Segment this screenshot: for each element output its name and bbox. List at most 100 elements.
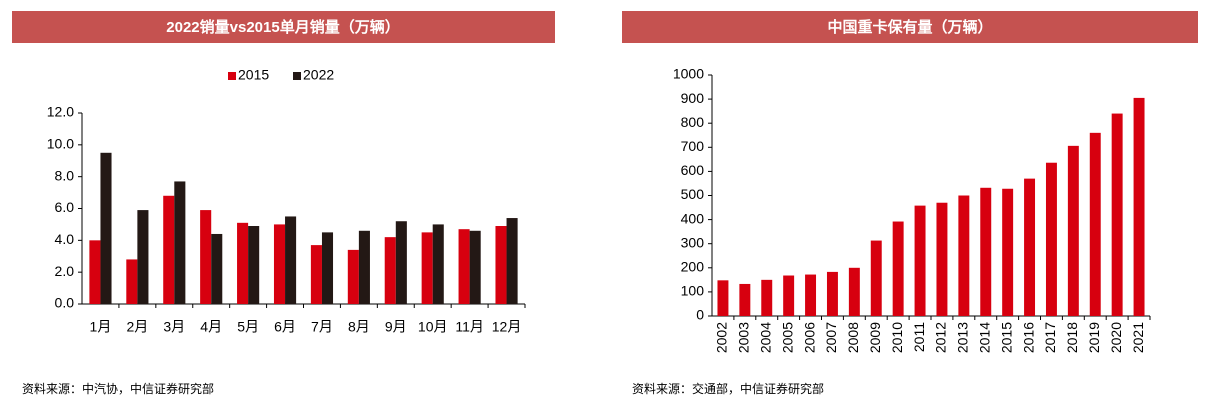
y-tick-label: 12.0 [47, 104, 74, 120]
y-tick-label: 4.0 [55, 231, 75, 247]
x-tick-label: 2010 [889, 322, 905, 353]
bar [783, 275, 795, 316]
x-tick-label: 2016 [1020, 322, 1036, 353]
y-tick-label: 800 [681, 114, 705, 130]
bar [761, 279, 773, 316]
legend-swatch [293, 72, 301, 80]
bar [892, 221, 904, 316]
x-tick-label: 2002 [714, 322, 730, 353]
x-tick-label: 6月 [274, 319, 296, 335]
x-tick-label: 2009 [867, 322, 883, 353]
y-tick-label: 500 [681, 186, 705, 202]
bar [914, 205, 926, 316]
bar [870, 240, 882, 316]
y-tick-label: 6.0 [55, 199, 75, 215]
bar [739, 283, 751, 316]
bar [285, 216, 297, 304]
legend-label: 2015 [238, 67, 269, 83]
bar [126, 259, 138, 304]
x-tick-label: 2013 [955, 322, 971, 353]
bar [137, 210, 149, 304]
x-tick-label: 2005 [779, 322, 795, 353]
bar [174, 181, 186, 304]
x-tick-label: 2017 [1042, 322, 1058, 353]
x-tick-label: 4月 [200, 319, 222, 335]
y-tick-label: 0 [696, 307, 704, 323]
bar [506, 218, 518, 304]
bar [1067, 145, 1079, 316]
x-tick-label: 2015 [998, 322, 1014, 353]
bar [826, 271, 838, 316]
bar [248, 226, 260, 304]
y-tick-label: 600 [681, 162, 705, 178]
y-tick-label: 1000 [673, 66, 704, 82]
bar [805, 274, 817, 316]
bar [469, 230, 481, 304]
source-note: 资料来源：交通部，中信证券研究部 [632, 381, 824, 396]
bar [1024, 178, 1036, 316]
bar [200, 210, 212, 304]
y-tick-label: 900 [681, 90, 705, 106]
legend-swatch [228, 72, 236, 80]
y-tick-label: 100 [681, 283, 705, 299]
x-tick-label: 2020 [1108, 322, 1124, 353]
x-tick-label: 1月 [90, 319, 112, 335]
bar [432, 224, 444, 304]
bar [1002, 188, 1014, 316]
y-tick-label: 300 [681, 234, 705, 250]
bar [347, 249, 359, 304]
bar [980, 187, 992, 316]
bar [1111, 113, 1123, 316]
bar [100, 152, 112, 304]
y-tick-label: 0.0 [55, 295, 75, 311]
x-tick-label: 10月 [418, 319, 448, 335]
bar [1089, 132, 1101, 316]
x-tick-label: 2018 [1064, 322, 1080, 353]
title-bar [12, 11, 555, 43]
bar [321, 232, 334, 304]
x-tick-label: 2月 [126, 319, 148, 335]
x-tick-label: 2007 [823, 322, 839, 353]
x-tick-label: 2008 [845, 322, 861, 353]
bar [384, 237, 396, 304]
bar [717, 280, 729, 316]
x-tick-label: 2014 [976, 322, 992, 353]
x-tick-label: 2006 [801, 322, 817, 353]
bar [421, 232, 433, 304]
chart-title: 中国重卡保有量（万辆） [827, 18, 992, 36]
bar [395, 221, 407, 304]
x-tick-label: 3月 [163, 319, 185, 335]
x-tick-label: 2019 [1086, 322, 1102, 353]
y-tick-label: 2.0 [55, 263, 75, 279]
bar [358, 230, 370, 304]
bar [310, 245, 322, 304]
x-tick-label: 2003 [736, 322, 752, 353]
x-tick-label: 11月 [455, 319, 484, 335]
y-tick-label: 200 [681, 259, 705, 275]
x-tick-label: 5月 [237, 319, 259, 335]
title-bar [622, 11, 1198, 43]
bar [273, 224, 286, 304]
bar [458, 229, 470, 304]
bar [958, 195, 970, 316]
bar [495, 226, 507, 304]
x-tick-label: 2021 [1130, 322, 1146, 353]
y-tick-label: 700 [681, 138, 705, 154]
bar [936, 202, 948, 316]
x-tick-label: 2011 [911, 322, 927, 352]
x-tick-label: 8月 [348, 319, 370, 335]
bar [237, 222, 249, 304]
bar [211, 233, 223, 304]
bar [163, 195, 175, 304]
x-tick-label: 12月 [492, 319, 522, 335]
bar [848, 267, 860, 316]
chart-title: 2022销量vs2015单月销量（万辆） [166, 18, 399, 36]
y-tick-label: 8.0 [55, 167, 75, 183]
y-tick-label: 10.0 [47, 136, 74, 152]
legend-label: 2022 [303, 67, 334, 83]
x-tick-label: 2004 [757, 322, 773, 353]
source-note: 资料来源：中汽协，中信证券研究部 [22, 381, 214, 396]
y-tick-label: 400 [681, 210, 705, 226]
x-tick-label: 9月 [385, 319, 407, 335]
